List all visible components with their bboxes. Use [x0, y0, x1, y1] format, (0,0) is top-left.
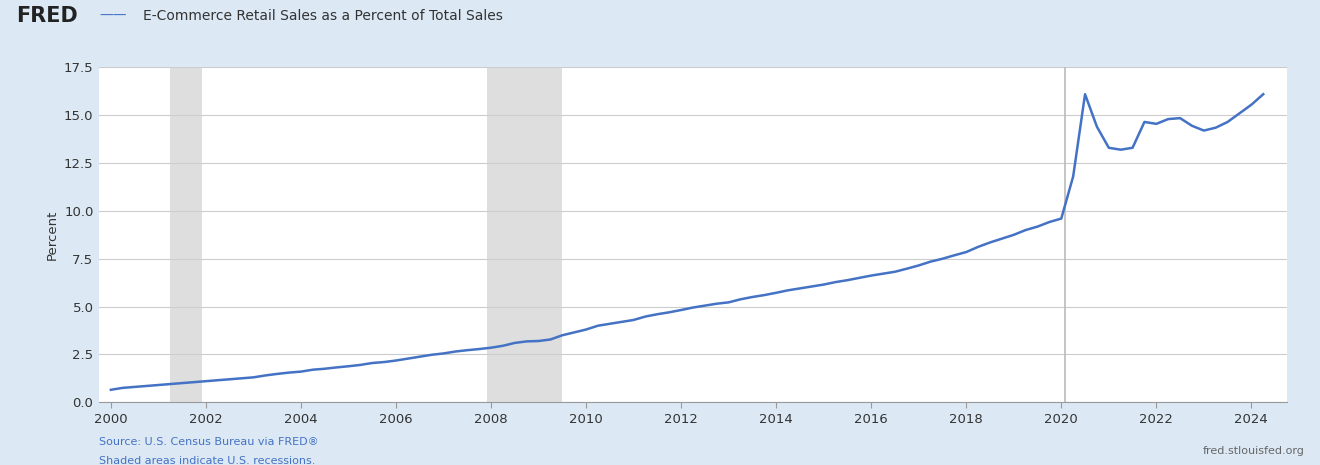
Bar	[170, 67, 202, 402]
Text: fred.stlouisfed.org: fred.stlouisfed.org	[1203, 446, 1304, 457]
Y-axis label: Percent: Percent	[45, 210, 58, 260]
Text: Shaded areas indicate U.S. recessions.: Shaded areas indicate U.S. recessions.	[99, 456, 315, 465]
Text: ——: ——	[99, 9, 127, 23]
Bar	[487, 67, 562, 402]
Text: E-Commerce Retail Sales as a Percent of Total Sales: E-Commerce Retail Sales as a Percent of …	[143, 9, 503, 23]
Text: Source: U.S. Census Bureau via FRED®: Source: U.S. Census Bureau via FRED®	[99, 437, 318, 447]
Text: FRED: FRED	[16, 6, 78, 27]
